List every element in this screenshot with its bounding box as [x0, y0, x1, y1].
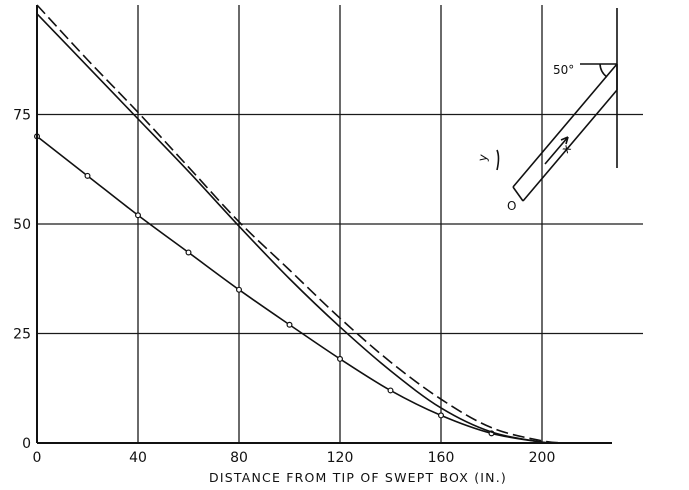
axis-layer	[36, 5, 612, 444]
series-1-point	[84, 172, 91, 179]
label-layer: DISTANCE FROM TIP OF SWEPT BOX (IN.) 0 40…	[13, 108, 555, 486]
series-layer	[33, 4, 568, 444]
inset-y-label: y	[475, 153, 490, 162]
inset-box-tip-edge	[512, 186, 524, 202]
inset-box-upper-edge	[512, 63, 618, 188]
inset-box-lower-edge	[522, 89, 618, 202]
inset-x-arrowhead	[560, 136, 569, 145]
series-1-point	[185, 249, 192, 256]
inset-y-arrow	[496, 149, 500, 171]
inset-origin-label: O	[507, 199, 516, 213]
series-1-point	[236, 286, 243, 293]
grid	[37, 5, 643, 443]
series-1-point	[286, 321, 293, 328]
y-tick-label: 0	[22, 436, 31, 452]
inset-angle-arc	[599, 63, 608, 78]
sweep-inset-diagram: 50° x y O	[475, 8, 618, 213]
y-tick-label: 75	[13, 108, 31, 124]
x-tick-label: 160	[428, 450, 455, 466]
series-1-point	[337, 355, 344, 362]
y-tick-label: 25	[13, 327, 31, 343]
x-tick-label: 80	[230, 450, 248, 466]
inset-x-arrow	[544, 136, 569, 165]
series-3-line	[36, 4, 568, 444]
x-tick-label: 40	[129, 450, 147, 466]
series-1-point	[438, 412, 445, 419]
x-tick-label: 200	[529, 450, 556, 466]
y-tick-label: 50	[13, 217, 31, 233]
x-axis-label: DISTANCE FROM TIP OF SWEPT BOX (IN.)	[209, 470, 507, 485]
x-tick-label: 120	[327, 450, 354, 466]
series-1-point	[135, 212, 142, 219]
series-1-point	[387, 387, 394, 394]
x-tick-label: 0	[33, 450, 42, 466]
inset-angle-label: 50°	[553, 63, 574, 77]
series-2-line	[36, 13, 558, 444]
